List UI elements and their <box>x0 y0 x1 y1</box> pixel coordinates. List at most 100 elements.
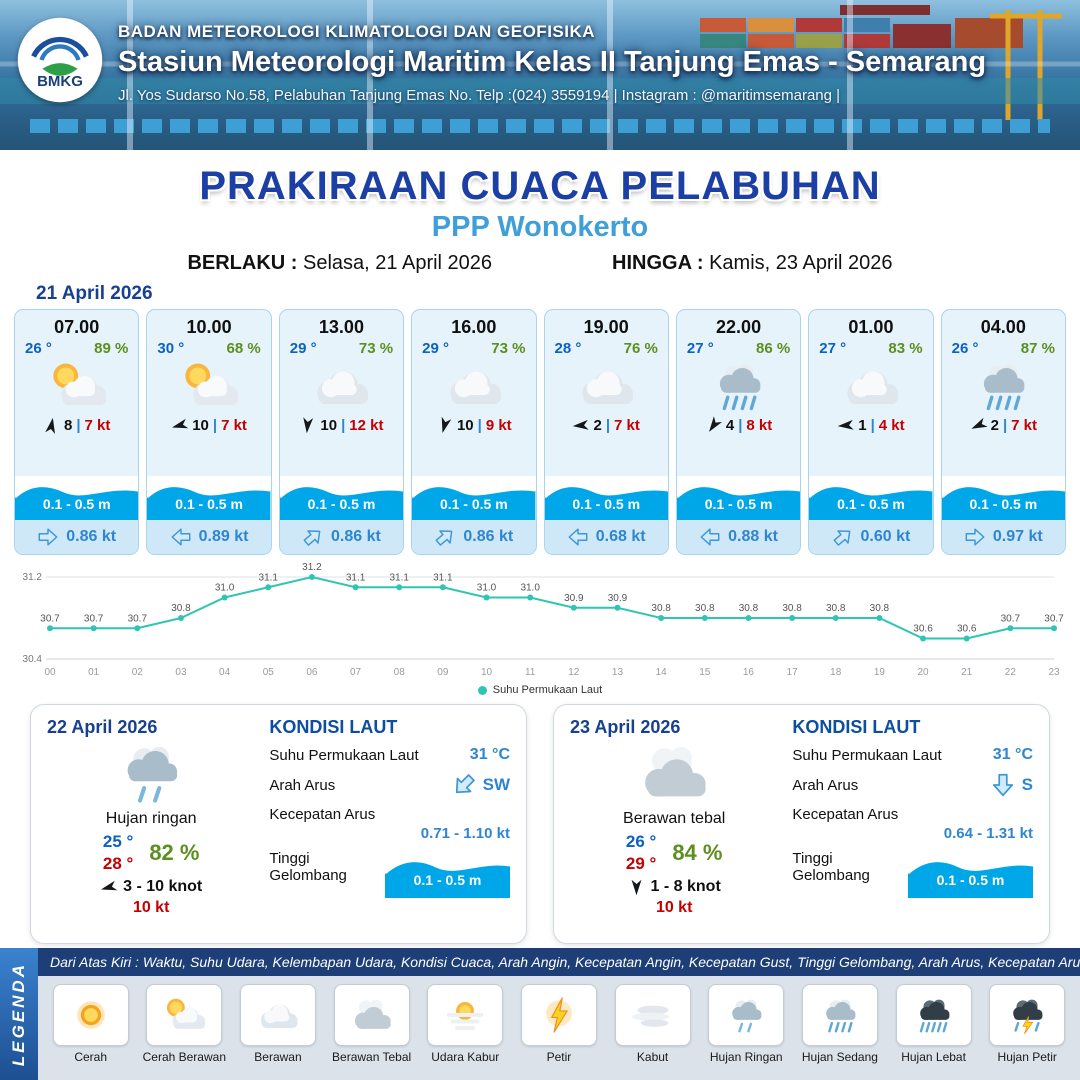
day-temp-range: 25 ° 28 ° <box>103 832 133 874</box>
card-humidity: 87 % <box>1020 340 1055 357</box>
card-temperature: 30 ° <box>157 340 185 357</box>
day-humidity: 84 % <box>672 840 723 865</box>
wave-graphic <box>384 859 510 898</box>
legend-weather-icon <box>627 995 679 1035</box>
current-direction-label: Arah Arus <box>269 776 336 794</box>
chart-legend: Suhu Permukaan Laut <box>0 684 1080 696</box>
wave-height-band: 0.1 - 0.5 m <box>809 476 933 520</box>
bmkg-logo: BMKG <box>16 16 104 104</box>
day-temp-max: 29 ° <box>625 854 657 873</box>
legend-weather-icon <box>814 995 866 1035</box>
current-direction-icon <box>37 526 59 548</box>
legend-item: Berawan Tebal <box>327 984 417 1064</box>
legend-item: Berawan <box>233 984 323 1064</box>
wave-height-label: Tinggi Gelombang <box>792 850 870 884</box>
wave-graphic <box>907 859 1033 898</box>
gust-speed: 7 kt <box>84 417 111 434</box>
wind-speed: 4 <box>725 417 735 434</box>
card-wind-row: 4 | 8 kt <box>705 417 772 434</box>
card-temp-humidity-row: 26 ° 89 % <box>15 338 138 357</box>
page-title: PRAKIRAAN CUACA PELABUHAN <box>199 164 881 208</box>
station-address: Jl. Yos Sudarso No.58, Pelabuhan Tanjung… <box>118 87 841 104</box>
svg-text:05: 05 <box>263 667 275 678</box>
svg-text:21: 21 <box>961 667 973 678</box>
svg-text:12: 12 <box>568 667 580 678</box>
wave-graphic <box>544 484 668 520</box>
day-wind-row: 3 - 10 knot <box>100 878 202 896</box>
svg-text:31.0: 31.0 <box>477 583 497 594</box>
day-condition: Berawan tebal <box>623 810 726 827</box>
wind-speed: 8 <box>63 417 73 434</box>
legend-icon-box <box>989 984 1066 1046</box>
gust-speed: 4 kt <box>878 417 905 434</box>
svg-text:30.7: 30.7 <box>1001 613 1021 624</box>
wave-height-value: 0.1 - 0.5 m <box>704 496 773 512</box>
gust-speed: 12 kt <box>349 417 384 434</box>
wind-direction-icon <box>702 414 726 438</box>
svg-text:15: 15 <box>699 667 711 678</box>
svg-text:03: 03 <box>175 667 187 678</box>
svg-text:30.8: 30.8 <box>651 603 671 614</box>
header-text: BADAN METEOROLOGI KLIMATOLOGI DAN GEOFIS… <box>118 0 1080 104</box>
day-condition: Hujan ringan <box>105 810 197 827</box>
current-speed-row: Kecepatan Arus 0.71 - 1.10 kt <box>269 806 510 842</box>
current-row: 0.86 kt <box>279 520 404 554</box>
card-time: 10.00 <box>186 317 232 337</box>
current-speed: 0.86 kt <box>463 528 514 545</box>
card-temperature: 27 ° <box>686 340 714 357</box>
card-temp-humidity-row: 27 ° 86 % <box>677 338 800 357</box>
card-time: 07.00 <box>54 317 100 337</box>
legend-item-label: Cerah Berawan <box>142 1050 226 1064</box>
berlaku-value: Selasa, 21 April 2026 <box>303 252 493 274</box>
wind-gust-separator: | <box>477 417 482 434</box>
legend-item: Hujan Ringan <box>701 984 791 1064</box>
svg-text:30.8: 30.8 <box>826 603 846 614</box>
wave-height-band: 0.1 - 0.5 m <box>412 476 536 520</box>
legend-item-label: Berawan Tebal <box>332 1050 412 1064</box>
day-wind-direction-icon <box>628 879 645 896</box>
validity-row: BERLAKU : Selasa, 21 April 2026 HINGGA :… <box>0 252 1080 275</box>
legend-marker-icon <box>477 685 487 695</box>
legend-item-label: Udara Kabur <box>431 1050 500 1064</box>
wave-height-band: 0.1 - 0.5 m <box>147 476 271 520</box>
forecast-card: 13.00 29 ° 73 % 10 | 12 kt <box>278 309 405 555</box>
legend-icon-box <box>895 984 972 1046</box>
title-section: PRAKIRAAN CUACA PELABUHAN PPP Wonokerto … <box>0 164 1080 275</box>
card-temperature: 29 ° <box>289 340 317 357</box>
wave-height-band: 0.1 - 0.5 m <box>907 850 1033 898</box>
day-date: 22 April 2026 <box>47 717 158 737</box>
card-time: 22.00 <box>716 317 762 337</box>
legend-item: Hujan Sedang <box>795 984 885 1064</box>
daily-summary-card: 22 April 2026 Hujan ringan 25 ° 28 ° 82 … <box>30 704 527 944</box>
day-gust: 10 kt <box>655 899 693 916</box>
svg-text:30.8: 30.8 <box>782 603 802 614</box>
bmkg-logo-icon <box>17 17 103 103</box>
svg-text:30.4: 30.4 <box>23 654 43 665</box>
current-direction-icon <box>170 526 192 548</box>
card-temp-humidity-row: 30 ° 68 % <box>147 338 270 357</box>
svg-text:08: 08 <box>394 667 406 678</box>
current-row: 0.88 kt <box>676 520 801 554</box>
card-wind-row: 2 | 7 kt <box>970 417 1037 434</box>
svg-text:17: 17 <box>787 667 799 678</box>
current-direction-row: Arah Arus S <box>792 772 1033 798</box>
card-temp-humidity-row: 28 ° 76 % <box>545 338 668 357</box>
card-time: 01.00 <box>848 317 894 337</box>
current-speed-value: 0.71 - 1.10 kt <box>420 825 510 842</box>
daily-summary-card: 23 April 2026 Berawan tebal 26 ° 29 ° 84… <box>553 704 1050 944</box>
sst-row: Suhu Permukaan Laut 31 °C <box>269 746 510 764</box>
forecast-card: 16.00 29 ° 73 % 10 | 9 kt 0 <box>411 309 537 555</box>
gust-speed: 7 kt <box>1011 417 1038 434</box>
svg-text:11: 11 <box>525 667 536 678</box>
current-direction-row: Arah Arus SW <box>269 772 510 798</box>
svg-text:00: 00 <box>44 667 56 678</box>
hingga-value: Kamis, 23 April 2026 <box>709 252 893 274</box>
card-humidity: 86 % <box>756 340 791 357</box>
card-time: 19.00 <box>583 317 629 337</box>
card-temperature: 29 ° <box>422 340 449 357</box>
weather-icon <box>436 359 512 413</box>
current-direction-icon <box>990 772 1016 798</box>
current-speed-row: Kecepatan Arus 0.64 - 1.31 kt <box>792 806 1033 842</box>
svg-text:31.0: 31.0 <box>215 583 235 594</box>
